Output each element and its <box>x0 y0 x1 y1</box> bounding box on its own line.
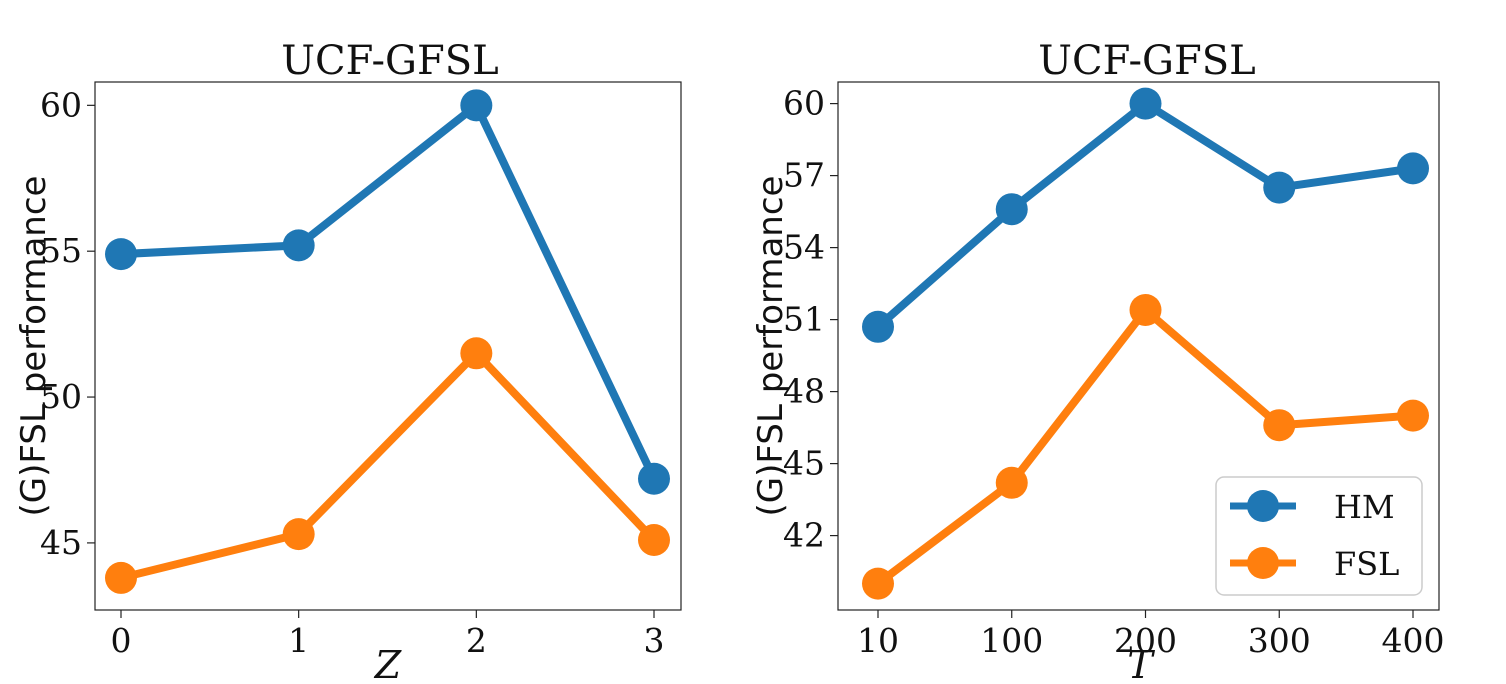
chart-right-x-ticks: 10 100 200 300 400 <box>857 610 1445 660</box>
chart-left-x-ticks: 0 1 2 3 <box>111 610 665 660</box>
x-tick-label: 100 <box>980 621 1043 660</box>
y-tick-label: 55 <box>40 231 82 270</box>
legend-fsl-label: FSL <box>1334 545 1399 583</box>
chart-left-x-axis-label: Z <box>374 643 402 684</box>
y-tick-label: 54 <box>783 228 825 267</box>
legend-hm-marker <box>1247 490 1279 522</box>
legend-fsl-marker <box>1247 547 1279 579</box>
data-point-hm <box>1263 171 1296 204</box>
data-point-hm <box>105 238 137 271</box>
x-tick-label: 2 <box>466 621 487 660</box>
y-tick-label: 51 <box>783 300 825 339</box>
data-point-fsl <box>282 518 315 551</box>
series-line-hm <box>117 101 658 483</box>
chart-right: UCF-GFSL (G)FSL performance T 42 45 48 51 54… <box>751 38 1445 684</box>
chart-right-plot-area <box>837 81 1440 611</box>
chart-right-series <box>862 87 1429 600</box>
chart-right-y-ticks: 42 45 48 51 54 57 60 <box>783 84 838 555</box>
data-point-hm <box>1129 87 1162 120</box>
data-point-fsl <box>1263 409 1296 442</box>
x-tick-label: 400 <box>1382 621 1445 660</box>
legend-hm-label: HM <box>1334 488 1395 526</box>
chart-right-x-axis-label: T <box>1127 643 1155 684</box>
y-tick-label: 48 <box>783 372 825 411</box>
x-tick-label: 0 <box>111 621 132 660</box>
chart-left-series <box>105 89 670 594</box>
chart-left: UCF-GFSL (G)FSL performance Z 45 50 55 60 0… <box>14 38 682 684</box>
data-point-fsl <box>1129 294 1162 326</box>
x-tick-label: 1 <box>288 621 309 660</box>
y-tick-label: 57 <box>783 156 825 195</box>
chart-left-title: UCF-GFSL <box>281 38 498 84</box>
series-line-hm <box>874 99 1417 331</box>
x-tick-label: 200 <box>1114 621 1177 660</box>
data-point-hm <box>995 193 1028 226</box>
data-point-fsl <box>638 523 670 556</box>
x-tick-label: 300 <box>1248 621 1311 660</box>
data-point-hm <box>638 462 670 495</box>
series-line-fsl <box>117 349 658 582</box>
y-tick-label: 50 <box>40 377 82 416</box>
data-point-fsl <box>105 561 137 594</box>
chart-left-y-axis-label: (G)FSL performance <box>14 176 54 517</box>
data-point-hm <box>460 89 493 122</box>
y-tick-label: 60 <box>783 84 825 123</box>
chart-left-plot-area <box>94 81 682 611</box>
y-tick-label: 45 <box>783 444 825 483</box>
data-point-hm <box>282 229 315 262</box>
data-point-fsl <box>995 466 1028 499</box>
data-point-fsl <box>460 337 493 370</box>
chart-left-y-ticks: 45 50 55 60 <box>40 85 95 562</box>
data-point-fsl <box>1397 399 1429 432</box>
chart-right-title: UCF-GFSL <box>1038 38 1255 84</box>
chart-right-y-axis-label: (G)FSL performance <box>751 176 791 517</box>
data-point-hm <box>1397 152 1429 185</box>
legend: HM FSL <box>1215 476 1423 596</box>
y-tick-label: 42 <box>783 516 825 555</box>
x-tick-label: 3 <box>644 621 665 660</box>
y-tick-label: 45 <box>40 523 82 562</box>
data-point-fsl <box>862 567 894 600</box>
data-point-hm <box>862 310 894 343</box>
y-tick-label: 60 <box>40 85 82 124</box>
x-tick-label: 10 <box>857 621 899 660</box>
